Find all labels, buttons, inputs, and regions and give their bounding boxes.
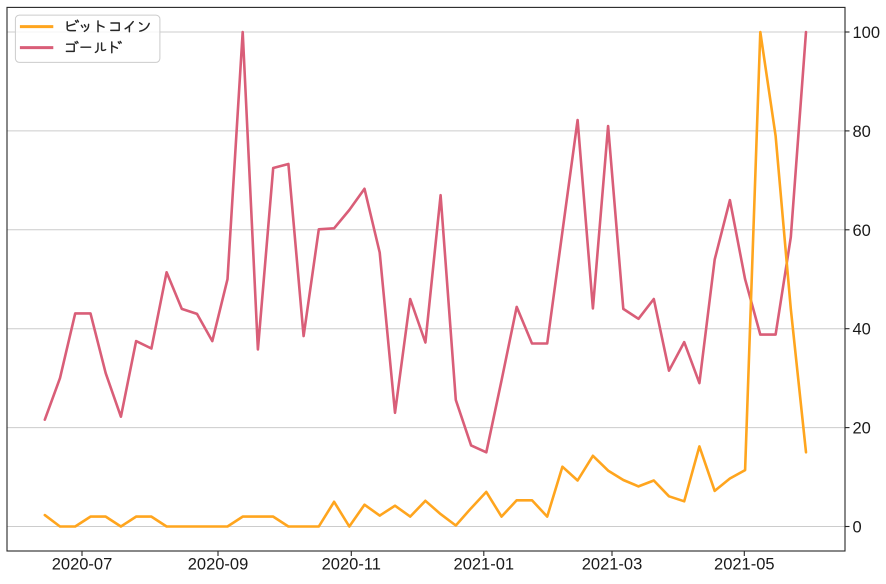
svg-text:0: 0 [853,519,862,537]
svg-text:2020-11: 2020-11 [322,556,381,574]
svg-text:100: 100 [853,24,881,42]
svg-text:60: 60 [853,222,871,240]
svg-text:80: 80 [853,123,871,141]
svg-text:20: 20 [853,420,871,438]
svg-text:2021-05: 2021-05 [714,556,775,574]
svg-text:2020-09: 2020-09 [188,556,249,574]
svg-text:2021-01: 2021-01 [454,556,515,574]
svg-text:40: 40 [853,321,871,339]
svg-text:2021-03: 2021-03 [582,556,643,574]
svg-text:2020-07: 2020-07 [52,556,113,574]
